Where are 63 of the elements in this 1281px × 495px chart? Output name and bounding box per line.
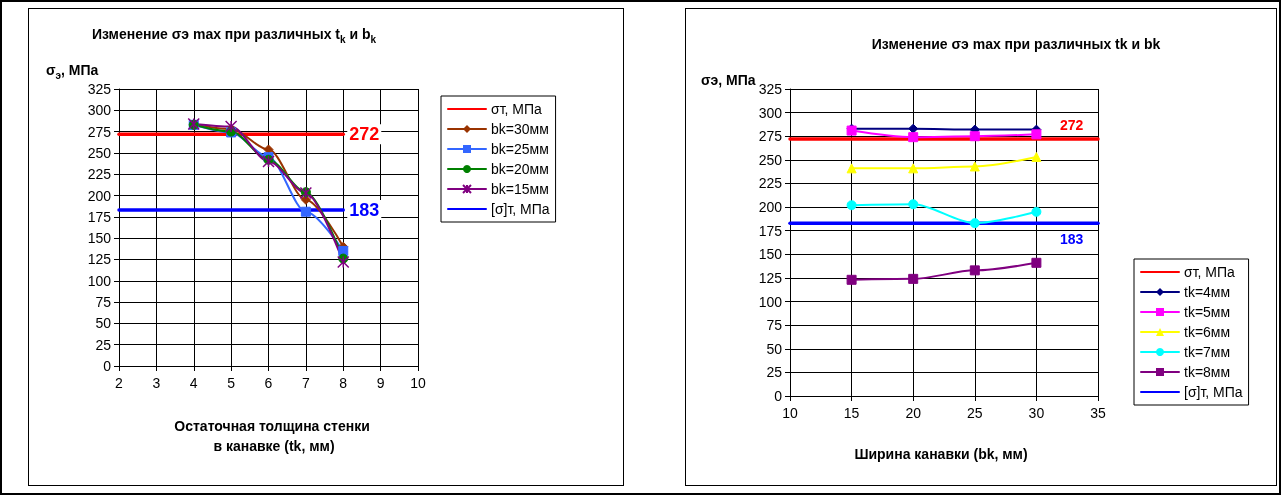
y-tick-label: 75 xyxy=(95,294,112,311)
legend-label: [σ]т, МПа xyxy=(1184,384,1243,400)
y-tick-label: 125 xyxy=(87,251,112,268)
y-tick-label: 275 xyxy=(758,128,783,145)
data-label: 183 xyxy=(349,200,380,221)
y-tick-label: 25 xyxy=(95,336,112,353)
y-tick-label: 175 xyxy=(87,208,112,225)
data-label: 272 xyxy=(349,124,380,145)
x-tick-label: 8 xyxy=(339,375,348,391)
y-tick-label: 150 xyxy=(87,230,112,247)
x-tick-label: 9 xyxy=(376,375,385,391)
x-tick-label: 15 xyxy=(843,405,860,421)
legend-label: σт, МПа xyxy=(1184,264,1235,280)
y-tick-label: 0 xyxy=(774,388,783,404)
y-tick-label: 225 xyxy=(87,166,112,183)
y-tick-label: 125 xyxy=(758,269,783,286)
x-tick-label: 35 xyxy=(1090,405,1106,421)
data-label: 183 xyxy=(1060,231,1084,248)
y-tick-label: 250 xyxy=(87,144,112,161)
legend-label: σт, МПа xyxy=(491,101,542,117)
x-tick-label: 6 xyxy=(264,375,273,391)
y-tick-label: 50 xyxy=(766,340,783,357)
x-tick-label: 10 xyxy=(410,375,426,391)
legend-label: bk=15мм xyxy=(491,181,549,197)
y-tick-label: 325 xyxy=(758,81,783,97)
y-tick-label: 275 xyxy=(87,123,112,140)
y-tick-label: 100 xyxy=(87,272,112,289)
y-tick-label: 200 xyxy=(758,199,783,216)
y-tick-label: 225 xyxy=(758,175,783,192)
legend-label: tk=8мм xyxy=(1184,364,1231,380)
y-tick-label: 50 xyxy=(95,315,112,332)
legend-label: tk=4мм xyxy=(1184,284,1231,300)
y-tick-label: 150 xyxy=(758,246,783,263)
x-tick-label: 10 xyxy=(782,405,798,421)
y-tick-label: 175 xyxy=(758,222,783,239)
x-tick-label: 5 xyxy=(227,375,236,391)
legend-label: bk=30мм xyxy=(491,121,549,137)
legend-label: [σ]т, МПа xyxy=(491,201,550,217)
y-tick-label: 325 xyxy=(87,81,112,97)
y-tick-label: 300 xyxy=(87,102,112,119)
legend-label: tk=5мм xyxy=(1184,304,1231,320)
y-tick-label: 200 xyxy=(87,187,112,204)
x-tick-label: 30 xyxy=(1028,405,1045,421)
legend-label: tk=6мм xyxy=(1184,324,1231,340)
x-tick-label: 7 xyxy=(301,375,310,391)
x-tick-label: 2 xyxy=(115,375,124,391)
y-tick-label: 250 xyxy=(758,151,783,168)
y-tick-label: 75 xyxy=(766,317,783,334)
y-tick-label: 300 xyxy=(758,104,783,121)
x-tick-label: 25 xyxy=(967,405,983,421)
y-axis-title: σэ, МПа xyxy=(701,72,756,88)
legend-label: tk=7мм xyxy=(1184,344,1231,360)
data-label: 272 xyxy=(1060,117,1084,134)
chart-title: Изменение σэ max при различных tk и bk xyxy=(871,36,1161,52)
legend-label: bk=20мм xyxy=(491,161,549,177)
y-tick-label: 0 xyxy=(103,358,112,374)
y-tick-label: 100 xyxy=(758,293,783,310)
x-tick-label: 3 xyxy=(152,375,161,391)
x-tick-label: 20 xyxy=(905,405,922,421)
x-axis-title: Ширина канавки (bk, мм) xyxy=(854,446,1028,462)
x-axis-title: Остаточная толщина стенки в канавке (tk, мм) xyxy=(174,418,374,454)
x-tick-label: 4 xyxy=(189,375,198,391)
legend-label: bk=25мм xyxy=(491,141,549,157)
